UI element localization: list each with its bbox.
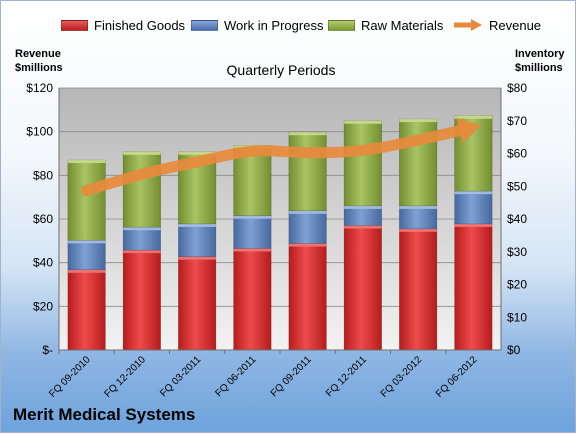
bar-top-finished-goods xyxy=(454,223,493,227)
legend-swatch-work-in-progress xyxy=(191,19,218,31)
left-axis-tick-label: $60 xyxy=(33,212,53,226)
bar-work-in-progress xyxy=(288,210,327,244)
revenue-line xyxy=(81,124,468,197)
bar-raw-materials xyxy=(122,151,161,228)
bar-top-finished-goods xyxy=(399,228,437,232)
bar-top-work-in-progress xyxy=(233,215,272,219)
bar-top-work-in-progress xyxy=(454,191,493,195)
right-axis-title-line1: Inventory xyxy=(515,48,565,60)
left-axis-tick-label: $120 xyxy=(26,81,53,95)
bar-work-in-progress xyxy=(399,205,438,230)
right-axis-tick-label: $50 xyxy=(507,179,527,193)
chart-title: Quarterly Periods xyxy=(227,62,336,78)
x-tick-label: FQ 06-2011 xyxy=(214,354,259,399)
left-axis-title-line1: Revenue xyxy=(15,48,61,60)
left-axis-title-line2: $millions xyxy=(15,62,63,74)
bar-work-in-progress xyxy=(122,226,161,251)
bar-raw-materials xyxy=(288,131,327,212)
bar-finished-goods xyxy=(178,256,217,351)
bar-top-raw-materials xyxy=(123,151,161,155)
right-axis-title-line2: $millions xyxy=(515,62,563,74)
bar-top-raw-materials xyxy=(178,151,216,155)
bar-finished-goods xyxy=(343,225,382,351)
legend-swatch-raw-materials xyxy=(328,19,355,31)
bar-finished-goods xyxy=(399,228,438,351)
bar-work-in-progress xyxy=(67,239,106,271)
bar-top-work-in-progress xyxy=(399,205,437,209)
bar-top-finished-goods xyxy=(288,243,327,247)
right-axis-tick-label: $70 xyxy=(507,114,527,128)
right-axis-tick-label: $10 xyxy=(507,310,527,324)
bar-top-work-in-progress xyxy=(123,227,161,231)
legend-label: Finished Goods xyxy=(94,17,186,33)
bar-finished-goods xyxy=(67,269,106,351)
bar-top-raw-materials xyxy=(344,120,382,124)
legend-label: Raw Materials xyxy=(361,17,444,33)
bar-top-raw-materials xyxy=(399,119,437,123)
bar-top-raw-materials xyxy=(67,160,106,164)
company-name: Merit Medical Systems xyxy=(13,405,196,424)
bar-top-work-in-progress xyxy=(288,210,327,214)
bar-top-raw-materials xyxy=(454,115,493,119)
bar-top-finished-goods xyxy=(178,256,216,260)
legend-arrow-revenue xyxy=(454,19,482,31)
right-axis-tick-label: $20 xyxy=(507,278,527,292)
bar-top-raw-materials xyxy=(288,132,327,136)
legend-item-work-in-progress: Work in Progress xyxy=(191,15,323,35)
legend-label: Revenue xyxy=(489,17,542,33)
bar-finished-goods xyxy=(288,243,327,351)
right-axis-tick-label: $30 xyxy=(507,245,527,259)
bar-top-finished-goods xyxy=(123,250,161,254)
right-axis-tick-label: $80 xyxy=(507,81,527,95)
bar-finished-goods xyxy=(233,248,272,351)
right-axis-title: Inventory $millions xyxy=(515,47,565,75)
left-axis-tick-label: $80 xyxy=(33,168,53,182)
revenue-arrowhead xyxy=(456,117,482,144)
bar-finished-goods xyxy=(454,223,493,351)
x-tick-label: FQ 06-2012 xyxy=(434,354,480,400)
x-tick-label: FQ 09-2011 xyxy=(269,354,314,399)
bar-top-work-in-progress xyxy=(344,205,382,209)
legend-item-raw-materials: Raw Materials xyxy=(328,15,443,35)
x-tick-label: FQ 03-2011 xyxy=(158,354,203,399)
x-tick-label: FQ 12-2010 xyxy=(102,354,148,400)
bar-top-work-in-progress xyxy=(67,240,106,244)
bar-work-in-progress xyxy=(233,215,272,249)
left-axis-title: Revenue $millions xyxy=(15,47,63,75)
bar-top-work-in-progress xyxy=(178,223,216,227)
x-tick-label: FQ 12-2011 xyxy=(324,354,369,399)
right-axis-tick-label: $60 xyxy=(507,147,527,161)
x-tick-label: FQ 03-2012 xyxy=(379,354,425,400)
left-axis-tick-label: $20 xyxy=(33,299,53,313)
left-axis-tick-label: $- xyxy=(42,343,53,357)
bar-top-finished-goods xyxy=(344,225,382,229)
bar-work-in-progress xyxy=(178,223,217,257)
legend-swatch-finished-goods xyxy=(61,19,88,31)
bar-work-in-progress xyxy=(454,190,493,225)
legend-item-revenue: Revenue xyxy=(453,15,541,35)
right-axis-tick-label: $40 xyxy=(507,212,527,226)
bar-finished-goods xyxy=(122,249,161,351)
left-axis-tick-label: $100 xyxy=(26,125,53,139)
bar-raw-materials xyxy=(343,120,382,207)
x-tick-label: FQ 09-2010 xyxy=(47,354,93,400)
legend-item-finished-goods: Finished Goods xyxy=(61,15,185,35)
legend: Finished Goods Work in Progress Raw Mate… xyxy=(1,15,576,35)
bar-top-finished-goods xyxy=(67,269,106,273)
right-axis-tick-label: $0 xyxy=(507,343,521,357)
legend-label: Work in Progress xyxy=(224,17,324,33)
bar-top-finished-goods xyxy=(233,248,272,252)
bar-raw-materials xyxy=(67,159,106,241)
left-axis-tick-label: $40 xyxy=(33,256,53,270)
